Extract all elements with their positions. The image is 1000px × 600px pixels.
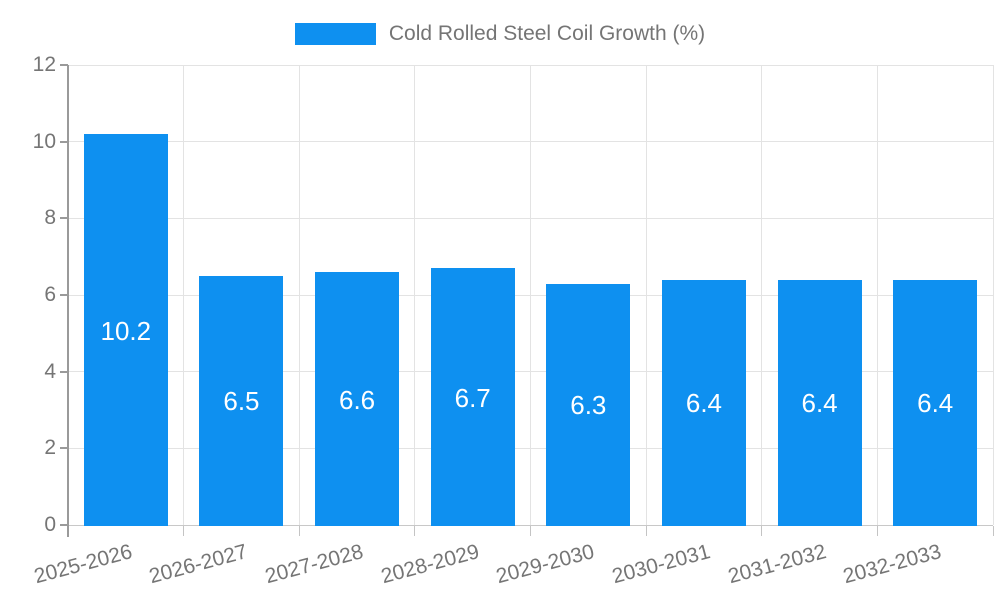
bar-value-label: 6.6 <box>338 384 376 415</box>
h-gridline <box>68 64 993 66</box>
x-axis-tick <box>876 526 878 536</box>
bar: 6.4 <box>661 279 746 526</box>
v-gridline <box>992 65 994 525</box>
x-axis-tick <box>530 526 531 536</box>
bar-value-label: 6.5 <box>223 386 260 417</box>
y-tick-label: 0 <box>44 513 56 536</box>
x-axis-tick <box>761 526 763 536</box>
y-tick-label: 12 <box>32 53 56 76</box>
bar-value-label: 6.7 <box>454 382 491 413</box>
y-axis-tick <box>60 447 68 450</box>
h-gridline <box>68 141 993 143</box>
v-gridline <box>645 65 647 525</box>
y-axis-tick <box>60 524 68 526</box>
bar: 6.5 <box>199 275 284 526</box>
v-gridline <box>530 65 531 525</box>
y-tick-label: 8 <box>44 206 56 230</box>
legend: Cold Rolled Steel Coil Growth (%) <box>0 22 1000 46</box>
bar-value-label: 6.4 <box>685 388 723 419</box>
y-axis-line <box>67 65 69 537</box>
bar: 6.4 <box>777 279 862 526</box>
y-axis-tick <box>60 294 68 296</box>
bar-value-label: 6.3 <box>570 390 607 421</box>
y-tick-label: 2 <box>44 436 56 460</box>
y-axis-tick <box>60 64 68 66</box>
y-axis-tick <box>60 217 68 220</box>
v-gridline <box>414 65 416 525</box>
x-axis-tick <box>414 526 416 536</box>
v-gridline <box>876 65 878 525</box>
x-axis-tick <box>992 526 994 536</box>
v-gridline <box>298 65 300 525</box>
y-axis-tick <box>60 140 68 143</box>
h-gridline <box>68 217 993 219</box>
y-tick-label: 6 <box>44 283 56 306</box>
x-axis-tick <box>183 526 185 536</box>
bar: 6.6 <box>315 272 400 526</box>
y-tick-label: 10 <box>32 129 56 153</box>
bar-value-label: 10.2 <box>100 315 152 346</box>
x-axis-tick <box>298 526 300 536</box>
v-gridline <box>761 65 763 525</box>
legend-label: Cold Rolled Steel Coil Growth (%) <box>388 22 706 45</box>
bar: 6.7 <box>430 268 515 526</box>
bar-value-label: 6.4 <box>917 388 954 419</box>
bar: 6.4 <box>893 279 978 526</box>
bar: 6.3 <box>546 283 631 526</box>
legend-item[interactable]: Cold Rolled Steel Coil Growth (%) <box>294 22 706 46</box>
x-axis-tick <box>67 526 69 536</box>
v-gridline <box>183 65 185 525</box>
y-tick-label: 4 <box>44 359 56 383</box>
legend-swatch <box>294 23 376 45</box>
x-axis-tick <box>645 526 647 536</box>
y-axis-tick <box>60 370 68 373</box>
bar: 10.2 <box>83 134 168 526</box>
bar-value-label: 6.4 <box>801 388 838 419</box>
